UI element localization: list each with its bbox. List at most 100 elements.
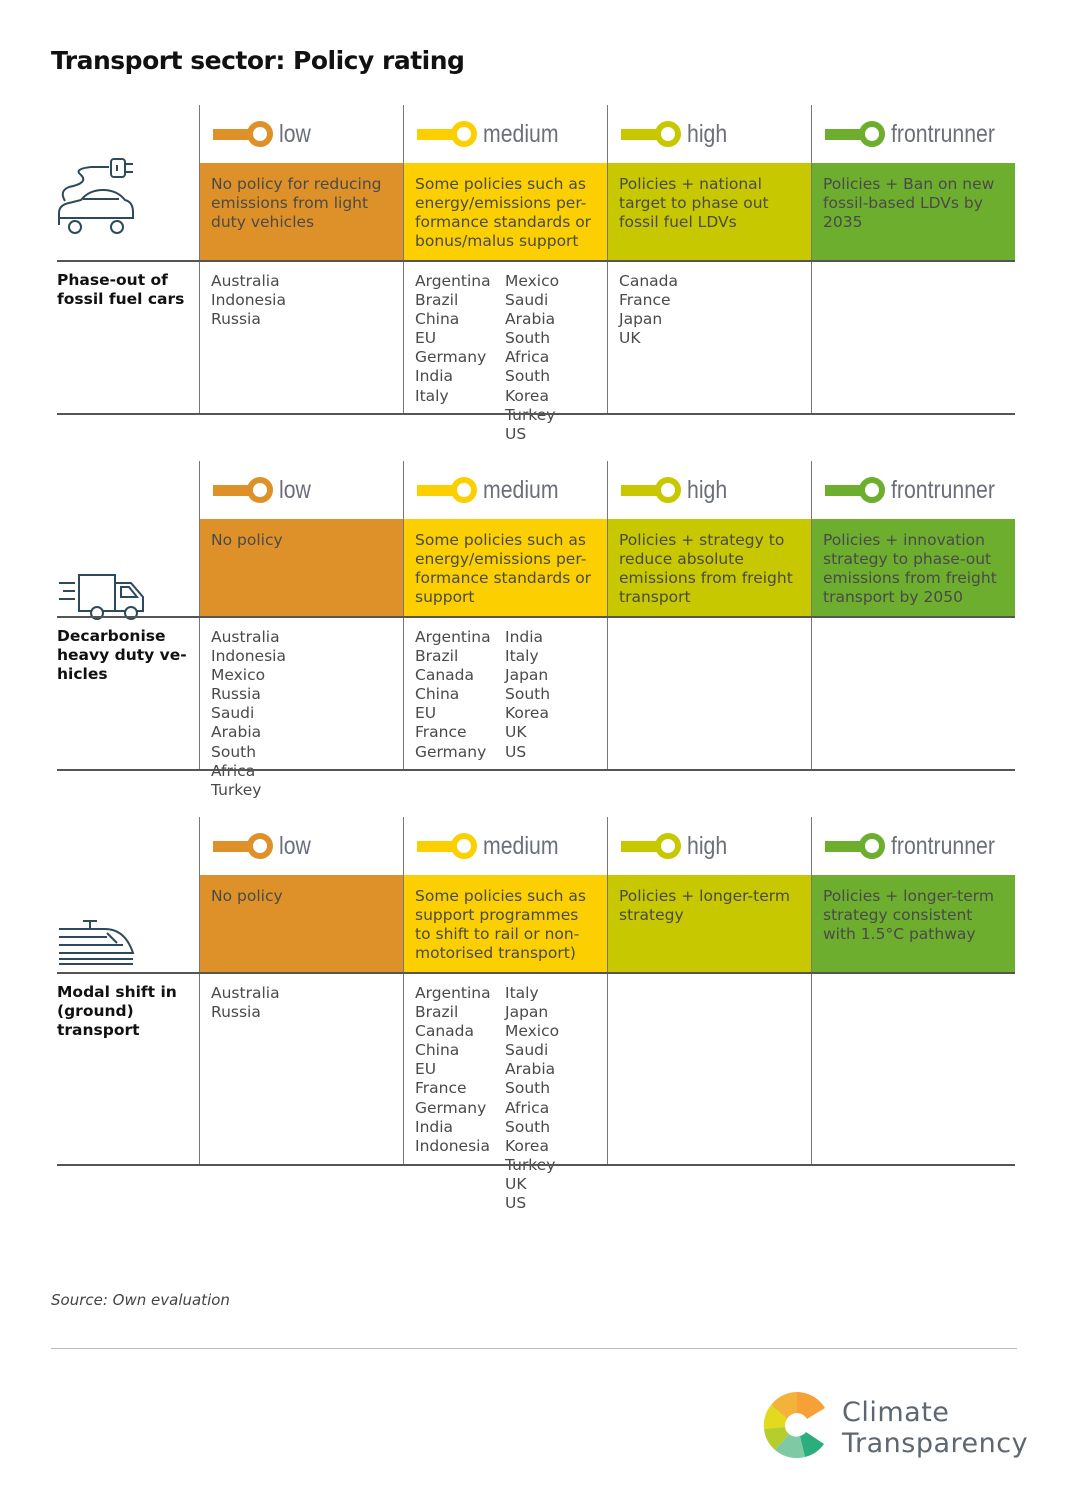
level-description: Policies + Ban on new fossil-based LDVs … <box>811 163 1015 261</box>
country: Saudi Arabia <box>505 1041 556 1079</box>
level-header-low: low <box>199 105 403 163</box>
row-divider <box>57 260 1015 262</box>
level-label: medium <box>483 475 559 504</box>
column-divider <box>607 105 608 414</box>
country-list-medium: Argentina Brazil Canada China EU France German… <box>403 617 607 770</box>
rating-slider-icon <box>825 833 885 859</box>
country-list-frontrunner <box>811 617 1015 770</box>
country: France <box>619 291 671 310</box>
country: Australia <box>211 272 280 290</box>
country-column: Argentina Brazil China EU Germany India Italy <box>415 272 505 405</box>
level-description: Some policies such as support programmes… <box>403 875 607 973</box>
column-divider <box>403 105 404 414</box>
page-title: Transport sector: Policy rating <box>51 46 465 75</box>
row-divider <box>57 972 1015 974</box>
level-header-medium: medium <box>403 817 607 875</box>
country: Japan <box>619 310 663 329</box>
country: India <box>415 1117 454 1136</box>
spacer <box>1015 875 1016 973</box>
rating-slider-icon <box>417 477 477 503</box>
country-column: Canada France Japan UK <box>619 272 709 403</box>
country-list-frontrunner <box>811 261 1015 414</box>
country: Argentina <box>415 272 491 290</box>
row-divider <box>57 1164 1015 1166</box>
country: Brazil <box>415 1003 459 1022</box>
country: South Africa <box>505 1079 551 1117</box>
column-divider <box>199 461 200 770</box>
country: Canada <box>619 272 678 290</box>
country-list-high <box>607 973 811 1165</box>
level-label: high <box>687 475 728 504</box>
country-list-high <box>607 617 811 770</box>
country: Italy <box>505 984 539 1002</box>
rating-slider-icon <box>213 121 273 147</box>
country: Brazil <box>415 291 459 310</box>
divider <box>51 1348 1017 1349</box>
level-label: frontrunner <box>891 119 995 148</box>
spacer <box>1015 519 1016 617</box>
country: Saudi Arabia <box>211 704 262 742</box>
column-divider <box>607 461 608 770</box>
country: China <box>415 310 460 329</box>
country: Germany <box>415 1098 487 1117</box>
country-list-frontrunner <box>811 973 1015 1165</box>
column-divider <box>811 461 812 770</box>
country: Australia <box>211 984 280 1002</box>
country-column: Australia Indonesia Russia <box>211 272 301 403</box>
column-divider <box>403 817 404 1165</box>
electric-car-icon <box>57 155 137 239</box>
row-divider <box>57 413 1015 415</box>
country-list-high: Canada France Japan UK <box>607 261 811 414</box>
country-column: Argentina Brazil Canada China EU France German… <box>415 628 505 761</box>
row-divider <box>57 769 1015 771</box>
policy-section: Phase-out of fossil fuel cars low No poli… <box>57 105 1015 443</box>
country: Mexico <box>505 272 560 290</box>
level-description: Policies + longer-term strategy consiste… <box>811 875 1015 973</box>
logo-line-2: Transparency <box>842 1428 1029 1459</box>
level-label: high <box>687 119 728 148</box>
country: China <box>415 685 460 704</box>
level-header-medium: medium <box>403 105 607 163</box>
level-label: frontrunner <box>891 831 995 860</box>
level-label: medium <box>483 831 559 860</box>
country-column: Australia Russia <box>211 984 301 1154</box>
country: Argentina <box>415 984 491 1002</box>
country: Germany <box>415 348 487 367</box>
logo-text: Climate Transparency <box>842 1397 1028 1459</box>
country: Japan <box>505 1003 549 1022</box>
country: Turkey <box>211 780 262 799</box>
row-label: Decarbonise heavy duty ve-hicles <box>57 627 187 683</box>
policy-section: Modal shift in (ground) transport low No … <box>57 817 1016 1212</box>
rating-slider-icon <box>621 477 681 503</box>
country: Italy <box>505 647 539 666</box>
rating-slider-icon <box>621 833 681 859</box>
country: Mexico <box>505 1022 560 1041</box>
country-list-low: Australia Indonesia Russia <box>199 261 403 414</box>
row-label: Modal shift in (ground) transport <box>57 983 177 1039</box>
country: China <box>415 1041 460 1060</box>
level-header-high: high <box>607 105 811 163</box>
level-description: Policies + strategy to reduce absolute e… <box>607 519 811 617</box>
level-header-frontrunner: frontrunner <box>811 105 1015 163</box>
country: Australia <box>211 628 280 646</box>
level-description: Policies + innovation strategy to phase-… <box>811 519 1015 617</box>
logo-line-1: Climate <box>842 1397 950 1428</box>
row-label: Phase-out of fossil fuel cars <box>57 271 185 308</box>
rating-slider-icon <box>825 121 885 147</box>
country: Russia <box>211 1003 261 1022</box>
level-label: frontrunner <box>891 475 995 504</box>
country-column: Mexico Saudi Arabia South Africa South Kore… <box>505 272 595 443</box>
country: South Korea <box>505 367 551 405</box>
level-description: No policy for reducing emissions from li… <box>199 163 403 261</box>
country: Mexico <box>211 666 266 685</box>
country: EU <box>415 329 437 348</box>
level-description: Some policies such as energy/emissions p… <box>403 163 607 261</box>
level-header-medium: medium <box>403 461 607 519</box>
level-label: low <box>279 831 311 860</box>
country: Indonesia <box>415 1136 490 1155</box>
level-header-high: high <box>607 461 811 519</box>
country: Argentina <box>415 628 491 646</box>
country: Russia <box>211 310 261 329</box>
country: Germany <box>415 742 487 761</box>
